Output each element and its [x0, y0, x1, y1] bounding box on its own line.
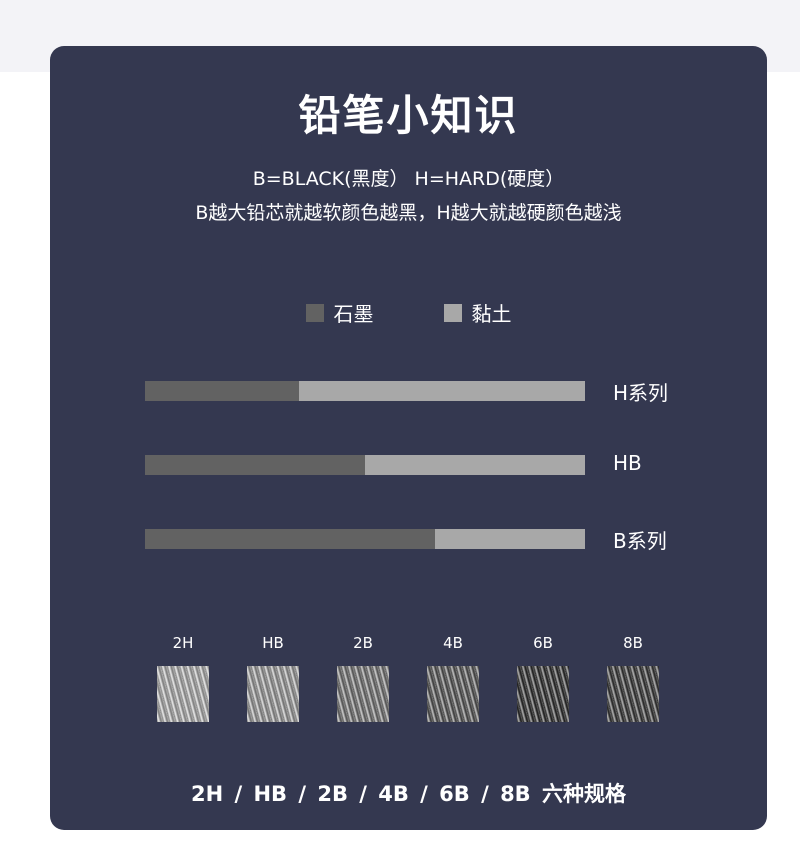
legend-item-graphite: 石墨 — [305, 298, 374, 327]
pencil-stroke-sample — [517, 666, 569, 722]
grade-label: 8B — [623, 634, 643, 652]
legend-item-clay: 黏土 — [443, 298, 512, 327]
clay-segment — [435, 529, 585, 549]
graphite-segment — [145, 455, 365, 475]
grade-label: HB — [262, 634, 284, 652]
bar-1 — [145, 455, 585, 475]
graphite-segment — [145, 381, 299, 401]
legend-label: 石墨 — [333, 302, 374, 326]
graphite-segment — [145, 529, 436, 549]
legend: 石墨 黏土 — [50, 298, 767, 327]
grade-label: 2B — [353, 634, 373, 652]
clay-segment — [299, 381, 585, 401]
legend-swatch — [443, 303, 462, 322]
grade-label: 6B — [533, 634, 553, 652]
pencil-stroke-sample — [337, 666, 389, 722]
bar-0 — [145, 381, 585, 401]
pencil-stroke-sample — [157, 666, 209, 722]
pencil-stroke-sample — [427, 666, 479, 722]
bar-2 — [145, 529, 585, 549]
grade-label: 2H — [172, 634, 194, 652]
title: 铅笔小知识 — [298, 91, 519, 140]
clay-segment — [365, 455, 585, 475]
bottom-text: 2H / HB / 2B / 4B / 6B / 8B 六种规格 — [190, 782, 626, 806]
pencil-stroke-sample — [607, 666, 659, 722]
pencil-stroke-sample — [247, 666, 299, 722]
subtitle-line2: B越大铅芯就越软颜色越黑，H越大就越硬颜色越浅 — [195, 202, 622, 224]
grade-label: 4B — [443, 634, 463, 652]
pencil-info-card: 铅笔小知识 B=BLACK(黑度） H=HARD(硬度） B越大铅芯就越软颜色越… — [50, 46, 767, 830]
legend-label: 黏土 — [471, 302, 512, 326]
subtitle-line1: B=BLACK(黑度） H=HARD(硬度） — [252, 168, 565, 190]
bar-label: H系列 — [613, 381, 669, 405]
bar-label: HB — [613, 451, 642, 475]
legend-swatch — [305, 303, 324, 322]
bar-label: B系列 — [613, 529, 667, 553]
